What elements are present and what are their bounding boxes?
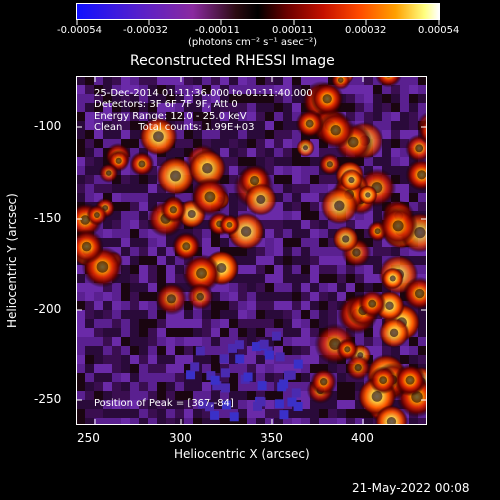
overlay-time-range: 25-Dec-2014 01:11:36.000 to 01:11:40.000	[94, 88, 313, 99]
colorbar-tick-label: 0.00032	[345, 25, 387, 36]
colorbar-tick-label: 0.00054	[418, 25, 460, 36]
y-axis-label: Heliocentric Y (arcsec)	[5, 193, 19, 328]
overlay-detectors: Detectors: 3F 6F 7F 9F, Att 0	[94, 99, 238, 110]
y-tick-label: -200	[34, 302, 62, 316]
emission-blobs	[76, 76, 427, 425]
x-tick-label: 300	[169, 431, 192, 445]
rhessi-image	[76, 76, 427, 425]
image-frame	[76, 76, 427, 425]
footer-timestamp: 21-May-2022 00:08	[352, 481, 470, 495]
x-axis-label: Heliocentric X (arcsec)	[174, 447, 310, 461]
x-tick-label: 250	[77, 431, 100, 445]
colorbar-tick-label: 0.00011	[272, 25, 314, 36]
axis-ticks	[76, 76, 427, 425]
x-tick-label: 350	[260, 431, 283, 445]
colorbar-tick-label: -0.00011	[195, 25, 240, 36]
y-tick-label: -150	[34, 211, 62, 225]
overlay-energy-range: Energy Range: 12.0 - 25.0 keV	[94, 111, 247, 122]
plot-title: Reconstructed RHESSI Image	[130, 53, 335, 69]
overlay-peak-position: Position of Peak = [367,-84]	[94, 398, 234, 409]
colorbar-ticks	[76, 20, 440, 25]
colorbar-units: (photons cm⁻² s⁻¹ asec⁻²)	[188, 37, 318, 48]
y-tick-label: -100	[34, 119, 62, 133]
colorbar-tick-label: -0.00032	[123, 25, 168, 36]
y-tick-label: -250	[34, 392, 62, 406]
colorbar	[76, 3, 440, 20]
x-tick-label: 400	[351, 431, 374, 445]
overlay-clean-counts: Clean Total counts: 1.99E+03	[94, 122, 255, 133]
colorbar-tick-label: -0.00054	[57, 25, 102, 36]
